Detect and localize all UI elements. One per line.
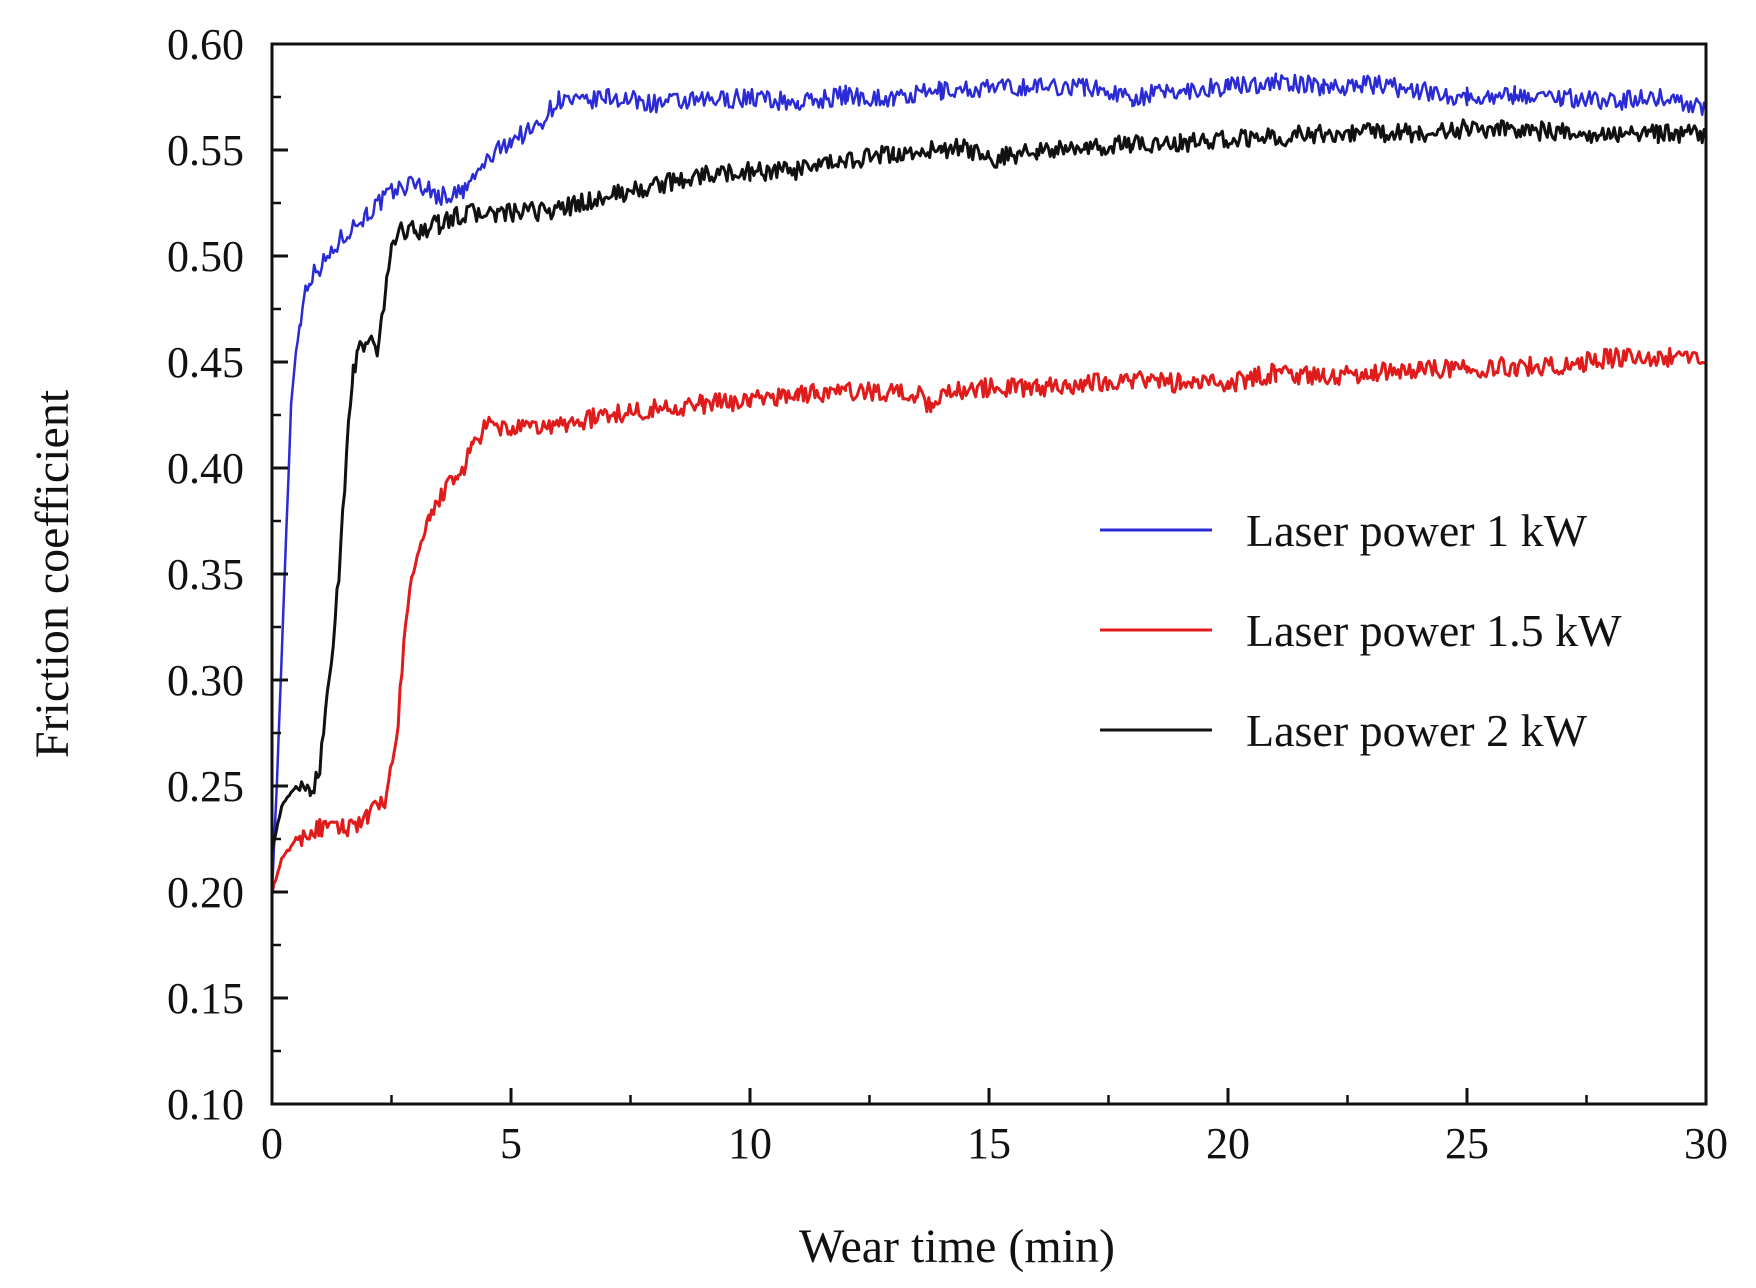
series-line-2: [270, 347, 1708, 895]
series-line-1: [270, 72, 1708, 895]
y-axis-title: Friction coefficient: [26, 389, 79, 758]
series-layer: [270, 72, 1708, 895]
x-tick-label: 25: [1445, 1119, 1489, 1168]
legend-label-1: Laser power 1 kW: [1246, 505, 1588, 556]
y-tick-label: 0.10: [167, 1080, 244, 1129]
y-tick-label: 0.15: [167, 974, 244, 1023]
y-tick-label: 0.30: [167, 656, 244, 705]
x-tick-label: 30: [1684, 1119, 1728, 1168]
x-tick-label: 20: [1206, 1119, 1250, 1168]
y-tick-label: 0.25: [167, 762, 244, 811]
y-tick-label: 0.35: [167, 550, 244, 599]
y-tick-label: 0.55: [167, 126, 244, 175]
legend-label-3: Laser power 2 kW: [1246, 705, 1588, 756]
y-tick-label: 0.50: [167, 232, 244, 281]
y-tick-label: 0.45: [167, 338, 244, 387]
x-tick-label: 10: [728, 1119, 772, 1168]
y-tick-label: 0.60: [167, 20, 244, 69]
series-line-3: [270, 118, 1708, 852]
x-tick-label: 15: [967, 1119, 1011, 1168]
x-tick-label: 0: [261, 1119, 283, 1168]
y-tick-label: 0.40: [167, 444, 244, 493]
legend-label-2: Laser power 1.5 kW: [1246, 605, 1622, 656]
legend: Laser power 1 kW Laser power 1.5 kW Laser …: [1100, 505, 1622, 756]
x-axis-title: Wear time (min): [799, 1220, 1115, 1273]
ticks-layer: 0 5 10 15 20 25 30 0.10 0.15 0.20 0.25 0.30 0.35 0.40…: [167, 20, 1728, 1168]
y-tick-label: 0.20: [167, 868, 244, 917]
x-tick-label: 5: [500, 1119, 522, 1168]
